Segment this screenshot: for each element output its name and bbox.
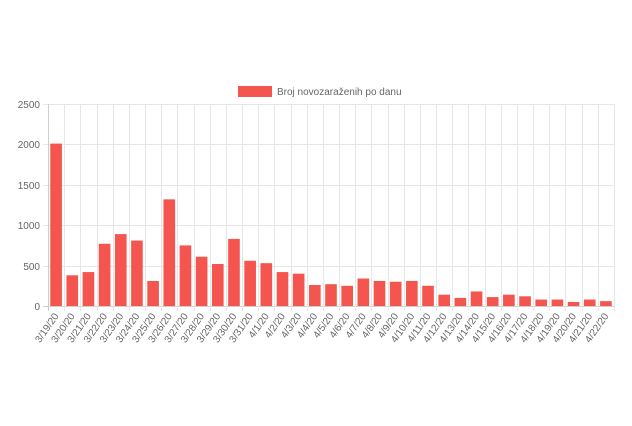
bar [244,260,256,306]
bar [486,297,499,306]
bar [147,280,159,306]
bar [163,199,176,306]
bar [211,263,224,306]
bar [82,272,95,306]
bar [50,143,62,306]
y-tick-label: 500 [23,262,40,273]
bar [292,273,305,306]
bar [600,301,612,306]
bar [341,285,353,306]
y-axis-ticks: 0 500 1000 1500 2000 2500 [18,100,41,313]
bar [276,272,289,306]
bar [470,291,483,306]
bar [535,299,548,306]
bar [389,281,402,306]
bar [438,294,451,306]
y-tick-label: 2000 [18,140,41,151]
y-tick-label: 1500 [18,181,41,192]
bar [519,296,531,306]
bar [357,278,370,306]
bar [406,280,418,306]
bar [583,299,596,306]
x-axis-ticks: 3/19/203/20/203/21/203/22/203/23/203/24/… [33,311,611,345]
bar [567,301,580,306]
bar [551,299,564,306]
bar [98,243,111,306]
bars [50,143,612,306]
bar [309,284,321,306]
bar [373,280,386,306]
legend-label[interactable]: Broj novozaraženih po danu [277,87,402,98]
bar [195,256,208,306]
bar [260,263,273,306]
bar [503,294,515,306]
grid-lines [43,104,615,311]
legend[interactable]: Broj novozaraženih po danu [238,86,402,98]
bar [454,297,467,306]
bar [179,245,192,306]
bar [325,284,337,306]
y-tick-label: 1000 [18,221,41,232]
bar [114,234,127,306]
bar [228,238,240,306]
bar [66,275,79,306]
y-tick-label: 2500 [18,100,41,111]
y-tick-label: 0 [34,302,40,313]
legend-swatch[interactable] [238,86,272,97]
bar [131,240,143,306]
bar [422,285,434,306]
